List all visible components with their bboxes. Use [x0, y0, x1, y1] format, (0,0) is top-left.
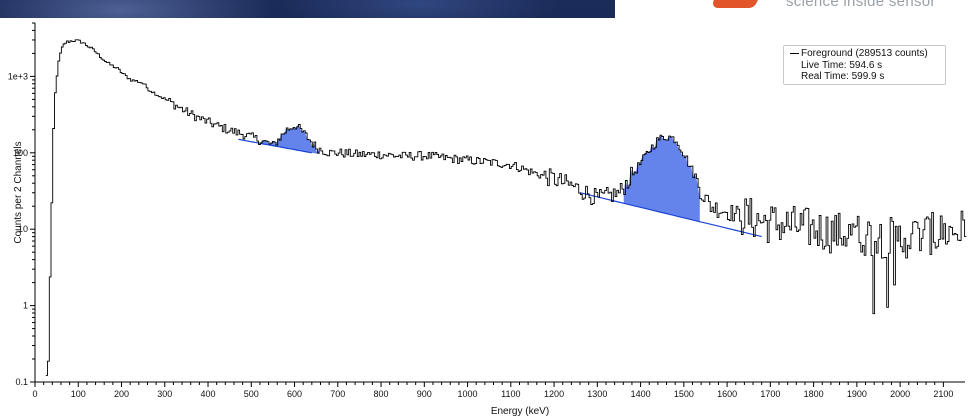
- legend-live-time: Live Time: 594.6 s: [801, 59, 883, 71]
- y-tick-label-1: 1: [23, 301, 28, 311]
- x-tick-label-1200: 1200: [544, 389, 564, 399]
- legend-swatch-icon: [790, 52, 799, 54]
- spectrum-series-line: [45, 39, 967, 376]
- legend-real-time: Real Time: 599.9 s: [801, 71, 885, 82]
- x-tick-label-1300: 1300: [587, 389, 607, 399]
- x-tick-label-1500: 1500: [674, 389, 694, 399]
- x-tick-label-700: 700: [330, 389, 345, 399]
- continuum-line-1: [238, 138, 312, 154]
- x-tick-label-100: 100: [71, 389, 86, 399]
- x-tick-label-600: 600: [287, 389, 302, 399]
- x-tick-label-2000: 2000: [890, 389, 910, 399]
- x-tick-label-1900: 1900: [847, 389, 867, 399]
- x-tick-label-0: 0: [32, 389, 37, 399]
- x-tick-label-900: 900: [417, 389, 432, 399]
- peak-fill-1: [260, 124, 320, 155]
- logo-mark-icon: [710, 0, 758, 8]
- continuum-line-2: [579, 192, 762, 238]
- y-axis-title: Counts per 2 Channels: [13, 141, 24, 243]
- x-axis-title: Energy (keV): [491, 406, 549, 416]
- logo-text: science inside sensor: [786, 0, 936, 10]
- legend-series-label: Foreground (289513 counts): [801, 48, 928, 59]
- legend: Foreground (289513 counts) Live Time: 59…: [783, 45, 946, 85]
- top-banner: [615, 0, 971, 18]
- chart-panel: 0 100 200 300 400 500 600 700 800 900 1000 1100 1200…: [0, 18, 971, 416]
- x-tick-label-1000: 1000: [458, 389, 478, 399]
- y-tick-label-2: 10: [18, 224, 28, 234]
- x-tick-label-1600: 1600: [717, 389, 737, 399]
- x-tick-label-2100: 2100: [933, 389, 953, 399]
- x-tick-label-300: 300: [157, 389, 172, 399]
- spectrum-chart: 0 100 200 300 400 500 600 700 800 900 1000 1100 1200…: [8, 22, 967, 416]
- peak-fill-2: [623, 135, 700, 222]
- x-tick-label-800: 800: [374, 389, 389, 399]
- y-tick-label-3: 100: [13, 148, 28, 158]
- x-tick-label-1100: 1100: [501, 389, 520, 399]
- x-tick-label-400: 400: [201, 389, 216, 399]
- x-tick-label-200: 200: [114, 389, 129, 399]
- x-tick-label-1700: 1700: [760, 389, 780, 399]
- x-tick-label-1400: 1400: [631, 389, 651, 399]
- logo: science inside sensor: [700, 0, 971, 14]
- x-tick-label-1800: 1800: [804, 389, 824, 399]
- y-tick-label-0: 0.1: [15, 377, 28, 387]
- y-tick-label-4: 1e+3: [8, 71, 28, 81]
- legend-entry-foreground: Foreground (289513 counts): [790, 48, 939, 60]
- x-tick-label-500: 500: [244, 389, 259, 399]
